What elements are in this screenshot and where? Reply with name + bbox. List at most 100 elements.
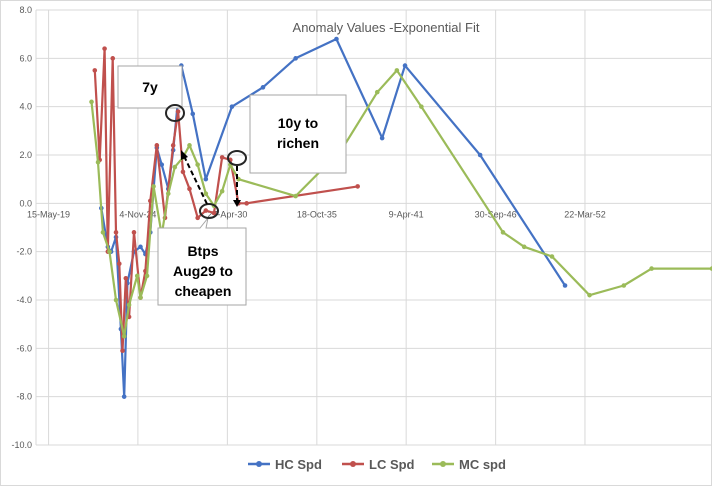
data-point xyxy=(165,191,171,196)
data-point xyxy=(172,164,178,170)
data-point xyxy=(89,99,94,105)
data-point xyxy=(159,162,165,167)
y-tick-label: 8.0 xyxy=(19,5,32,15)
data-point xyxy=(402,63,408,68)
annotation-7y-line-1: 7y xyxy=(142,79,158,95)
series-layer xyxy=(89,36,712,399)
data-point xyxy=(374,89,380,95)
data-point xyxy=(203,208,209,213)
data-point xyxy=(229,104,235,109)
series-line xyxy=(90,69,712,338)
data-point xyxy=(187,143,192,148)
legend: HC Spd LC Spd MC spd xyxy=(248,457,506,472)
y-tick-label: 6.0 xyxy=(19,53,32,63)
data-point xyxy=(621,283,627,288)
data-point xyxy=(334,36,339,42)
data-point xyxy=(113,297,119,303)
x-tick-label: 27-Apr-30 xyxy=(207,209,247,219)
y-axis-tick-labels: 8.0 6.0 4.0 2.0 0.0 -2.0 -4.0 -6.0 -8.0 -10.0 xyxy=(11,5,32,450)
data-point xyxy=(211,210,217,216)
data-point xyxy=(293,193,298,199)
data-point xyxy=(170,143,176,148)
annotation-10y: 10y to richen xyxy=(249,94,347,174)
highlight-circle-7y xyxy=(165,104,185,122)
data-point xyxy=(190,111,196,117)
annotation-10y-box xyxy=(249,94,347,174)
y-tick-label: -4.0 xyxy=(16,295,32,305)
data-point xyxy=(203,176,209,182)
annotation-7y: 7y xyxy=(117,65,183,109)
legend-swatch-marker xyxy=(440,461,446,467)
annotation-btps-line-3: cheapen xyxy=(175,283,232,299)
legend-item: LC Spd xyxy=(342,457,415,472)
y-tick-label: -6.0 xyxy=(16,343,32,353)
data-point xyxy=(293,56,298,61)
annotation-10y-line-1: 10y to xyxy=(278,115,318,131)
data-point xyxy=(131,230,137,235)
annotation-10y-line-2: richen xyxy=(277,135,319,151)
x-axis-tick-labels: 15-May-19 4-Nov-24 27-Apr-30 18-Oct-35 9-Apr… xyxy=(27,209,606,219)
data-point xyxy=(121,394,127,399)
data-point xyxy=(100,230,106,235)
y-tick-label: -2.0 xyxy=(16,247,32,257)
chart-title: Anomaly Values -Exponential Fit xyxy=(293,20,480,35)
y-tick-label: -10.0 xyxy=(11,440,32,450)
data-point xyxy=(107,249,112,254)
data-point xyxy=(521,244,527,250)
data-point xyxy=(175,109,181,114)
data-point xyxy=(116,261,122,267)
x-tick-label: 22-Mar-52 xyxy=(564,209,606,219)
series-line xyxy=(93,47,358,352)
annotations: 7y 10y to richen Btps Aug29 to cheapen xyxy=(117,65,347,306)
legend-label: MC spd xyxy=(459,457,506,472)
data-point xyxy=(419,104,424,109)
highlight-circle-10y xyxy=(227,150,247,166)
data-point xyxy=(95,159,101,165)
data-point xyxy=(562,283,568,288)
data-point xyxy=(180,169,186,175)
data-point xyxy=(92,68,98,73)
data-point xyxy=(123,275,129,281)
data-point xyxy=(260,85,266,90)
y-tick-label: 4.0 xyxy=(19,102,32,112)
legend-item: MC spd xyxy=(432,457,506,472)
data-point xyxy=(355,184,360,189)
data-point xyxy=(709,266,712,271)
data-point xyxy=(549,254,555,259)
data-point xyxy=(203,191,209,196)
x-tick-label: 18-Oct-35 xyxy=(297,209,337,219)
data-point xyxy=(120,348,125,354)
data-point xyxy=(394,68,400,73)
data-point xyxy=(134,273,140,279)
data-point xyxy=(379,135,385,141)
data-point xyxy=(113,230,119,235)
data-point xyxy=(244,201,249,206)
x-tick-label: 4-Nov-24 xyxy=(119,209,156,219)
legend-swatch-marker xyxy=(350,461,356,467)
data-point xyxy=(219,155,225,160)
arrow-cheapen xyxy=(183,155,208,205)
data-point xyxy=(126,302,132,308)
data-point xyxy=(138,244,143,250)
data-point xyxy=(110,56,116,61)
data-point xyxy=(121,333,127,339)
arrow-cheapen-head xyxy=(181,150,188,160)
x-tick-label: 15-May-19 xyxy=(27,209,70,219)
data-point xyxy=(187,186,192,192)
data-point xyxy=(138,295,143,300)
annotation-btps-line-2: Aug29 to xyxy=(173,263,233,279)
legend-item: HC Spd xyxy=(248,457,322,472)
data-point xyxy=(102,46,107,51)
annotation-btps-box xyxy=(157,217,247,306)
annotation-btps: Btps Aug29 to cheapen xyxy=(157,217,247,306)
data-point xyxy=(477,152,483,158)
data-point xyxy=(195,162,200,167)
data-point xyxy=(500,230,506,235)
arrow-richen-head xyxy=(233,200,241,207)
legend-label: HC Spd xyxy=(275,457,322,472)
data-point xyxy=(151,184,156,189)
data-point xyxy=(154,143,160,148)
legend-swatch-marker xyxy=(256,461,262,467)
